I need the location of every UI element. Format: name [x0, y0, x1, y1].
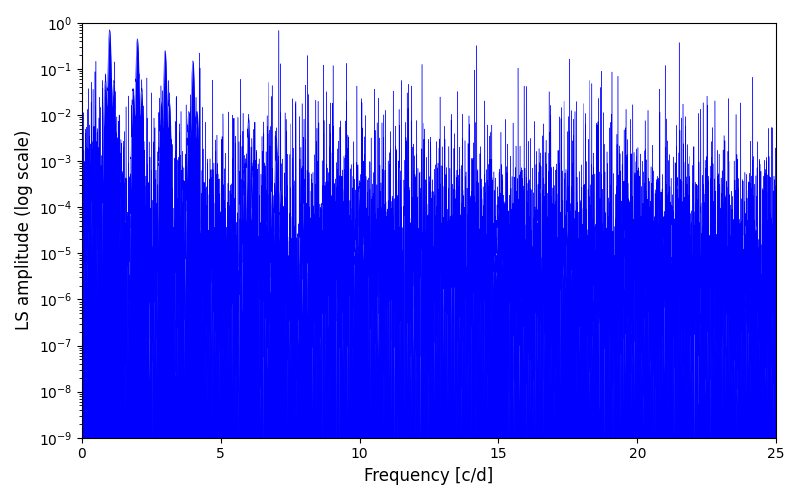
X-axis label: Frequency [c/d]: Frequency [c/d] — [364, 467, 494, 485]
Y-axis label: LS amplitude (log scale): LS amplitude (log scale) — [15, 130, 33, 330]
